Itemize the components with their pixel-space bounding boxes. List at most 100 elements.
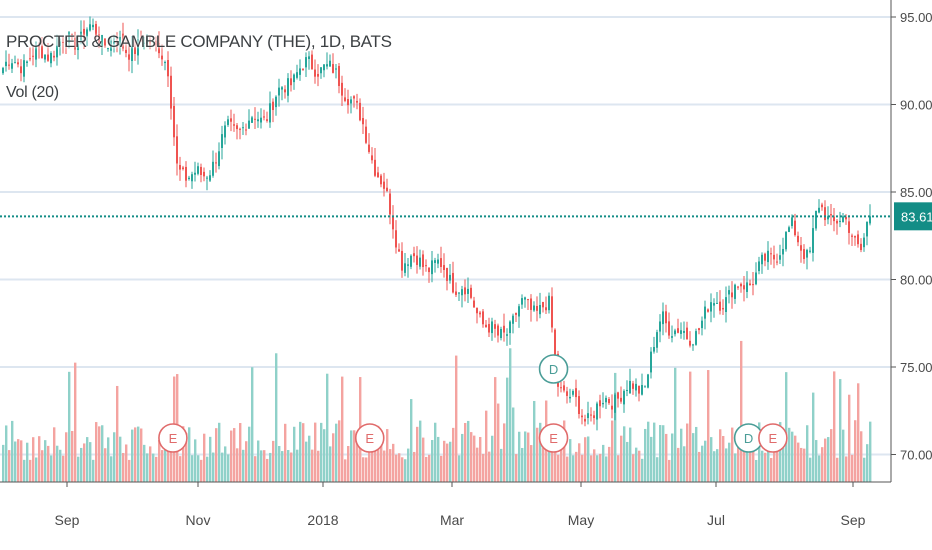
candle-body — [107, 48, 109, 50]
candle-body — [632, 383, 634, 389]
candle-body — [554, 329, 556, 355]
earnings-marker-0[interactable]: E — [158, 423, 188, 453]
candle-body — [797, 235, 799, 243]
volume-bar — [416, 426, 419, 482]
candle-body — [272, 101, 274, 111]
volume-bar — [647, 421, 650, 482]
volume-bar — [353, 430, 356, 482]
earnings-marker-5[interactable]: E — [758, 423, 788, 453]
volume-bar — [437, 436, 440, 482]
volume-bar — [494, 377, 497, 482]
volume-bar — [383, 450, 386, 482]
volume-bar — [521, 447, 524, 482]
volume-bar — [839, 379, 842, 482]
candle-body — [2, 67, 4, 74]
candle-body — [479, 312, 481, 315]
candle-body — [815, 210, 817, 229]
volume-bar — [35, 457, 38, 482]
volume-bar — [233, 428, 236, 482]
volume-bar — [122, 452, 125, 482]
earnings-marker-1[interactable]: E — [354, 423, 385, 453]
volume-bar — [113, 432, 116, 482]
candle-body — [323, 64, 325, 71]
volume-bar — [632, 454, 635, 482]
volume-bar — [620, 435, 623, 482]
candle-body — [434, 260, 436, 263]
volume-bar — [356, 438, 359, 482]
candle-body — [359, 102, 361, 121]
candle-body — [221, 134, 223, 149]
candle-body — [206, 177, 208, 179]
candle-body — [758, 261, 760, 272]
volume-bar — [101, 425, 104, 482]
dividend-marker-3[interactable]: D — [538, 354, 569, 384]
volume-bar — [218, 422, 221, 482]
volume-bar — [476, 447, 479, 482]
candle-body — [812, 228, 814, 253]
candle-body — [137, 39, 139, 56]
price-axis[interactable]: 95.00 90.00 85.00 80.00 75.00 70.00 83.61 — [890, 0, 932, 550]
volume-bar — [491, 435, 494, 482]
candle-body — [800, 245, 802, 251]
volume-bar — [572, 455, 575, 482]
volume-bar — [239, 423, 242, 482]
volume-bar — [782, 432, 785, 482]
volume-bar — [107, 437, 110, 482]
volume-bar — [188, 427, 191, 482]
event-markers[interactable]: E E E D D E — [158, 354, 788, 453]
candle-body — [587, 413, 589, 419]
candle-body — [836, 220, 838, 224]
candle-body — [833, 216, 835, 222]
last-price-badge — [894, 202, 932, 231]
candle-body — [683, 330, 685, 333]
candle-body — [857, 234, 859, 245]
candle-body — [368, 144, 370, 152]
volume-bar — [845, 456, 848, 482]
candle-body — [620, 397, 622, 402]
volume-bar — [389, 449, 392, 482]
volume-bar — [806, 425, 809, 482]
volume-bar — [722, 436, 725, 482]
volume-bar — [671, 433, 674, 482]
volume-bar — [773, 444, 776, 482]
candle-body — [35, 45, 37, 60]
volume-bar — [116, 385, 119, 482]
candle-body — [317, 73, 319, 77]
event-label: E — [769, 431, 778, 446]
candle-body — [191, 174, 193, 182]
candle-body — [185, 166, 187, 181]
candle-body — [332, 64, 334, 73]
candle-body — [851, 235, 853, 237]
volume-bar — [653, 422, 656, 482]
volume-bar — [689, 371, 692, 482]
candle-body — [398, 249, 400, 252]
volume-bar — [119, 436, 122, 482]
time-axis[interactable]: Sep Nov 2018 Mar May Jul Sep — [0, 481, 891, 528]
candle-body — [413, 253, 415, 257]
candle-body — [287, 78, 289, 96]
earnings-marker-2[interactable]: E — [538, 423, 569, 453]
volume-bar — [260, 450, 263, 482]
volume-bar — [857, 383, 860, 482]
price-tick-label-0: 95.00 — [900, 10, 932, 25]
volume-bar — [272, 440, 275, 482]
volume-bar — [83, 443, 86, 482]
volume-bar — [560, 427, 563, 482]
candle-body — [740, 283, 742, 287]
volume-bar — [134, 427, 137, 482]
candle-body — [308, 56, 310, 60]
volume-bar — [230, 430, 233, 482]
time-tick-label-3: Mar — [440, 512, 464, 528]
volume-bar — [191, 455, 194, 482]
candle-body — [8, 64, 10, 66]
volume-bar — [533, 400, 536, 482]
volume-bar — [125, 444, 128, 482]
volume-bar — [95, 422, 98, 482]
volume-bar — [86, 437, 89, 482]
candle-body — [533, 305, 535, 311]
candle-body — [320, 67, 322, 74]
candle-body — [209, 175, 211, 181]
candle-body — [218, 151, 220, 167]
volume-bar — [263, 450, 266, 482]
